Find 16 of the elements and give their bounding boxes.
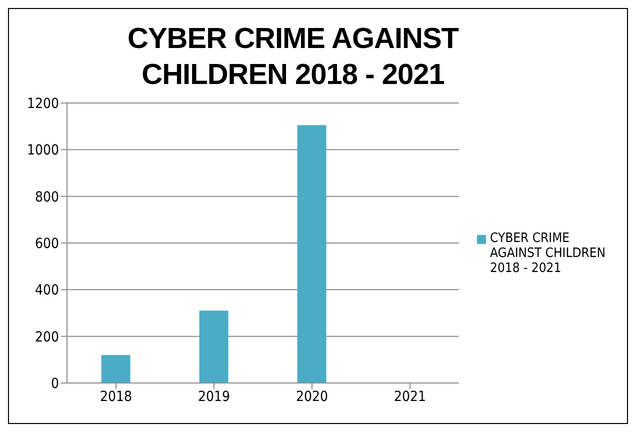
bar xyxy=(297,125,326,383)
y-tick-label: 1000 xyxy=(26,142,59,159)
bar xyxy=(199,310,228,383)
y-tick-label: 1200 xyxy=(26,96,59,112)
x-tick-label: 2021 xyxy=(394,388,426,405)
bar xyxy=(101,355,130,383)
legend-label: CYBER CRIME AGAINST CHILDREN 2018 - 2021 xyxy=(490,230,607,276)
x-tick-label: 2018 xyxy=(100,388,132,405)
x-tick-label: 2019 xyxy=(198,388,230,405)
y-tick-label: 0 xyxy=(50,376,59,392)
y-tick-label: 200 xyxy=(34,329,59,346)
y-tick-label: 800 xyxy=(34,189,59,206)
chart-title: CYBER CRIME AGAINST CHILDREN 2018 - 2021 xyxy=(126,22,460,93)
x-tick-label: 2020 xyxy=(296,388,328,405)
y-tick-label: 400 xyxy=(34,282,59,299)
y-tick-label: 600 xyxy=(34,236,59,252)
